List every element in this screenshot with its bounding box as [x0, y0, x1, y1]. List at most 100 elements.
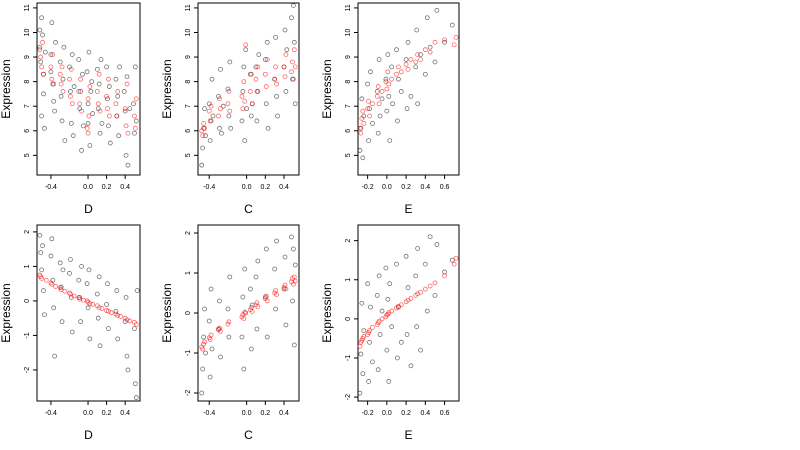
y-axis-label: Expression: [320, 59, 334, 118]
data-point: [272, 76, 278, 82]
data-point: [424, 308, 430, 314]
data-point: [67, 76, 72, 82]
data-point: [394, 71, 399, 77]
data-point: [359, 96, 365, 102]
data-point: [71, 84, 77, 89]
y-axis-label: Expression: [0, 283, 13, 342]
data-point: [358, 351, 364, 357]
data-point: [418, 52, 423, 57]
y-axis-label: Expression: [160, 283, 174, 342]
y-tick-label: -2: [24, 367, 31, 373]
data-point: [398, 89, 404, 94]
y-tick-label: 2: [24, 230, 31, 234]
data-point: [113, 308, 119, 314]
data-point: [59, 64, 65, 70]
data-point: [39, 15, 45, 21]
data-point: [57, 71, 63, 77]
data-point: [248, 346, 254, 352]
data-point: [220, 103, 226, 109]
data-point: [203, 133, 208, 139]
data-point: [113, 76, 119, 82]
y-tick-label: 0: [24, 299, 31, 303]
data-point: [51, 98, 57, 104]
data-point: [202, 125, 207, 131]
data-point: [453, 255, 459, 261]
data-point: [105, 96, 110, 102]
data-point: [124, 81, 130, 87]
data-point: [248, 113, 254, 119]
data-point: [366, 98, 371, 104]
data-point: [292, 278, 298, 284]
data-point: [123, 295, 129, 300]
data-point: [209, 346, 215, 352]
data-point: [281, 64, 287, 70]
data-point: [40, 39, 45, 45]
data-point: [282, 282, 288, 288]
data-point: [134, 288, 140, 293]
data-point: [386, 379, 392, 384]
data-point: [78, 76, 84, 82]
data-point: [418, 347, 423, 353]
data-point: [422, 47, 428, 53]
y-tick-label: 8: [345, 80, 352, 84]
series-observed: [357, 7, 455, 161]
data-point: [414, 324, 420, 330]
data-point: [96, 71, 102, 77]
data-point: [86, 49, 92, 55]
data-point: [283, 322, 289, 328]
data-point: [95, 101, 101, 107]
data-point: [123, 152, 129, 158]
data-point: [207, 374, 213, 380]
data-point: [85, 121, 91, 126]
y-tick-label: 7: [345, 104, 352, 108]
data-point: [374, 89, 380, 94]
data-point: [131, 101, 136, 107]
data-point: [201, 334, 207, 340]
data-point: [125, 162, 131, 168]
data-point: [379, 316, 385, 322]
data-point: [283, 52, 289, 57]
data-point: [379, 308, 385, 314]
data-point: [217, 325, 222, 331]
data-point: [263, 84, 269, 89]
data-point: [199, 162, 205, 168]
data-point: [254, 118, 260, 124]
series-observed: [37, 15, 139, 168]
x-tick-label: -0.4: [203, 184, 215, 191]
data-point: [249, 308, 255, 314]
data-point: [385, 69, 391, 75]
data-point: [106, 123, 111, 129]
data-point: [370, 325, 375, 330]
data-point: [389, 324, 395, 330]
data-point: [379, 96, 385, 102]
data-point: [273, 306, 279, 312]
data-point: [432, 59, 438, 65]
data-point: [43, 277, 49, 283]
data-point: [253, 76, 259, 82]
data-point: [255, 258, 261, 264]
data-point: [49, 76, 55, 82]
data-point: [76, 277, 82, 283]
data-point: [404, 332, 410, 337]
data-point: [367, 339, 372, 345]
data-point: [274, 292, 279, 298]
data-point: [225, 101, 231, 107]
data-point: [262, 294, 268, 300]
data-point: [132, 113, 137, 119]
data-point: [132, 130, 137, 136]
data-point: [241, 316, 247, 322]
data-point: [124, 353, 130, 359]
x-axis-label: C: [244, 428, 253, 442]
data-point: [414, 27, 420, 33]
data-point: [408, 57, 414, 62]
data-point: [85, 101, 91, 107]
data-point: [60, 76, 66, 82]
y-tick-label: -1: [185, 350, 192, 356]
data-point: [208, 103, 214, 109]
data-point: [434, 242, 440, 247]
data-point: [70, 133, 76, 139]
x-tick-label: 0.0: [242, 410, 252, 417]
data-point: [108, 310, 114, 316]
data-point: [106, 113, 112, 119]
data-point: [282, 254, 288, 260]
